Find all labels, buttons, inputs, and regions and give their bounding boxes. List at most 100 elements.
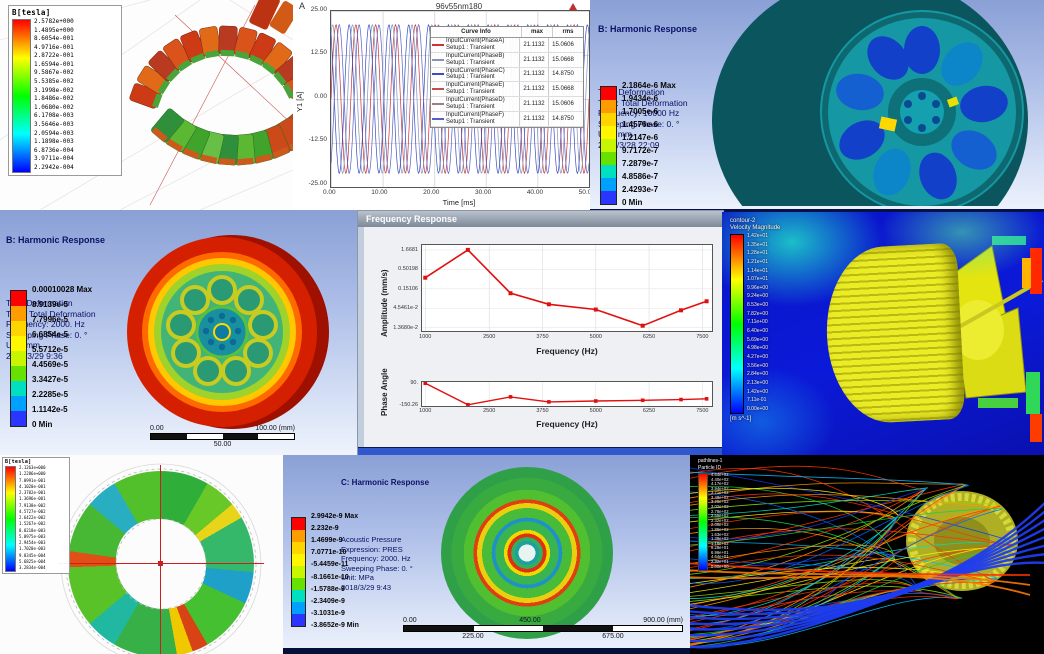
legend-curve-info: InputCurrent(PhaseF) Setup1 : Transient xyxy=(431,112,519,126)
colorbar-label: 1.5267e-002 xyxy=(19,521,46,527)
ruler-top-labels: 0.00 100.00 (mm) xyxy=(150,425,295,432)
colorbar-label: 4.64e+01 xyxy=(711,554,729,560)
streamline xyxy=(690,579,919,597)
streamline xyxy=(690,516,898,649)
curve-name: InputCurrent(PhaseA) xyxy=(446,38,505,44)
colorbar-label: 2.1263e+000 xyxy=(19,465,46,470)
maximize-icon[interactable] xyxy=(569,3,577,10)
hub-bolts xyxy=(202,312,242,351)
rect-shape xyxy=(151,127,168,143)
colorbar-strip xyxy=(730,234,744,414)
pressure-colorbar: 2.9942e-9 Max 2.232e-9 1.4699e-9 7.0771e-10… xyxy=(291,513,359,629)
colorbar-strip xyxy=(698,473,708,571)
colorbar-label: 3.5646e-003 xyxy=(34,120,74,128)
colorbar-b-tesla-ring: B[tesla] 2.1263e+000 1.2286e+000 7.0991e-0… xyxy=(2,457,70,574)
colorbar-label: 1.7005e-6 xyxy=(622,107,659,116)
colorbar-label: 2.2942e-004 xyxy=(34,163,74,171)
data-marker xyxy=(704,299,709,304)
curve-color-swatch xyxy=(432,58,444,61)
colorbar-quantity: Particle ID xyxy=(698,465,722,471)
hub-bolts xyxy=(904,92,940,132)
phase-line xyxy=(424,382,707,406)
x-axis-label: Time [ms] xyxy=(442,198,476,207)
legend-row[interactable]: InputCurrent(PhaseB) Setup1 : Transient … xyxy=(431,52,583,68)
legend-row[interactable]: InputCurrent(PhaseD) Setup1 : Transient … xyxy=(431,97,583,112)
colorbar-label: 1.2286e+000 xyxy=(19,471,46,477)
streamline xyxy=(690,558,921,591)
rect-shape xyxy=(166,138,184,152)
rect-shape xyxy=(218,158,236,166)
legend-row[interactable]: InputCurrent(PhaseA) Setup1 : Transient … xyxy=(431,38,583,53)
colorbar-label: 7.2879e-7 xyxy=(622,159,659,168)
tick-label: -25.00 xyxy=(308,179,327,187)
window-titlebar[interactable]: Frequency Response xyxy=(358,211,723,227)
colorbar-label: 3.9711e-004 xyxy=(34,155,74,163)
panel-harmonic-10000hz: B: Harmonic Response Total Deformation Ty… xyxy=(590,0,1044,212)
colorbar-label: 1.1898e-003 xyxy=(34,138,74,146)
amplitude-y-ticks: 1.6681 0.50198 0.15106 4.5461e-2 1.3680e-2 xyxy=(388,244,418,332)
curve-name: InputCurrent(PhaseF) xyxy=(446,111,505,118)
colorbar-label: 2.32e+02 xyxy=(711,517,729,523)
curve-color-swatch xyxy=(432,88,444,91)
tick-label: -12.50 xyxy=(308,136,327,144)
colorbar-label: 4.98e+00 xyxy=(747,345,768,352)
streamline xyxy=(690,515,899,599)
streamline-red xyxy=(690,575,1031,596)
tick-label: 25.00 xyxy=(310,6,327,13)
rect-shape xyxy=(269,1,293,34)
curve-legend: Curve Info max rms InputCurrent(PhaseA) … xyxy=(430,26,584,128)
data-marker xyxy=(423,381,428,386)
colorbar-label: 1.35e+01 xyxy=(747,241,768,248)
rect-shape xyxy=(205,49,220,59)
streamline xyxy=(690,467,1013,542)
streamline xyxy=(690,590,958,623)
colorbar-label: 4.8586e-7 xyxy=(622,172,659,181)
tick-label: 2500 xyxy=(483,408,496,414)
result-line: Unit: MPa xyxy=(341,573,374,582)
colorbar-block xyxy=(292,590,305,602)
colorbar-block xyxy=(11,366,26,381)
colorbar-label: 3.2834e-004 xyxy=(19,565,46,570)
colorbar-label: 1.4895e+000 xyxy=(34,26,74,34)
colorbar-body: 2.5782e+000 1.4895e+000 8.6054e-001 4.9716e… xyxy=(12,19,118,173)
colorbar-block xyxy=(601,126,616,139)
colorbar-label: 3.56e+00 xyxy=(747,362,768,369)
tick-label: 6250 xyxy=(642,408,656,414)
colorbar-label: 1.6594e-001 xyxy=(34,60,74,68)
colorbar-labels: 0.00010028 Max 8.9139e-5 7.7996e-5 6.6854e-… xyxy=(32,286,92,429)
wheel-deformation-render-2 xyxy=(127,235,329,429)
result-line: Sweeping Phase: 0. ° xyxy=(341,563,413,573)
rim-ring xyxy=(822,12,1022,206)
legend-row[interactable]: InputCurrent(PhaseC) Setup1 : Transient … xyxy=(431,67,583,83)
rect-shape xyxy=(249,0,280,30)
data-marker xyxy=(465,247,470,252)
colorbar-label: 5.0975e-003 xyxy=(19,533,46,539)
rect-shape xyxy=(234,50,250,60)
colorbar-block xyxy=(601,191,616,204)
legend-row[interactable]: InputCurrent(PhaseE) Setup1 : Transient … xyxy=(431,82,583,98)
tick-label: 10.00 xyxy=(371,189,388,196)
tick-label: 0.00 xyxy=(314,92,327,100)
colorbar-label: 4.40e+02 xyxy=(711,476,729,482)
colorbar-label: 9.28e+01 xyxy=(711,545,729,551)
colorbar-label: -8.1661e-10 xyxy=(311,573,349,581)
colorbar-block xyxy=(11,336,26,351)
scale-ruler: 0.00 450.00 900.00 (mm) 225.00 675.00 xyxy=(403,617,683,640)
window-corner-label: A xyxy=(299,1,306,11)
legend-row[interactable]: InputCurrent(PhaseF) Setup1 : Transient … xyxy=(431,111,583,127)
amplitude-x-ticks: 1000 2500 3750 5000 6250 7500 xyxy=(419,334,713,343)
legend-curve-info: InputCurrent(PhaseD) Setup1 : Transient xyxy=(431,97,519,111)
colorbar-labels: 2.9942e-9 Max 2.232e-9 1.4699e-9 7.0771e-10… xyxy=(311,513,359,629)
colorbar-label: 7.0771e-10 xyxy=(311,549,347,557)
colorbar-block xyxy=(601,165,616,178)
ruler-label-start: 0.00 xyxy=(150,425,164,432)
streamline xyxy=(690,467,996,582)
colorbar-block xyxy=(292,530,305,542)
colorbar-label: 3.71e+02 xyxy=(711,490,729,496)
window-title: Frequency Response xyxy=(366,214,458,224)
panel-maxwell-coil: B[tesla] 2.5782e+000 1.4895e+000 8.6054e-0… xyxy=(0,0,293,210)
tick-label: 1000 xyxy=(419,334,432,340)
colorbar-block xyxy=(11,306,26,321)
curve-setup: Setup1 : Transient xyxy=(446,118,495,125)
colorbar-label: 7.82e+00 xyxy=(747,310,768,317)
